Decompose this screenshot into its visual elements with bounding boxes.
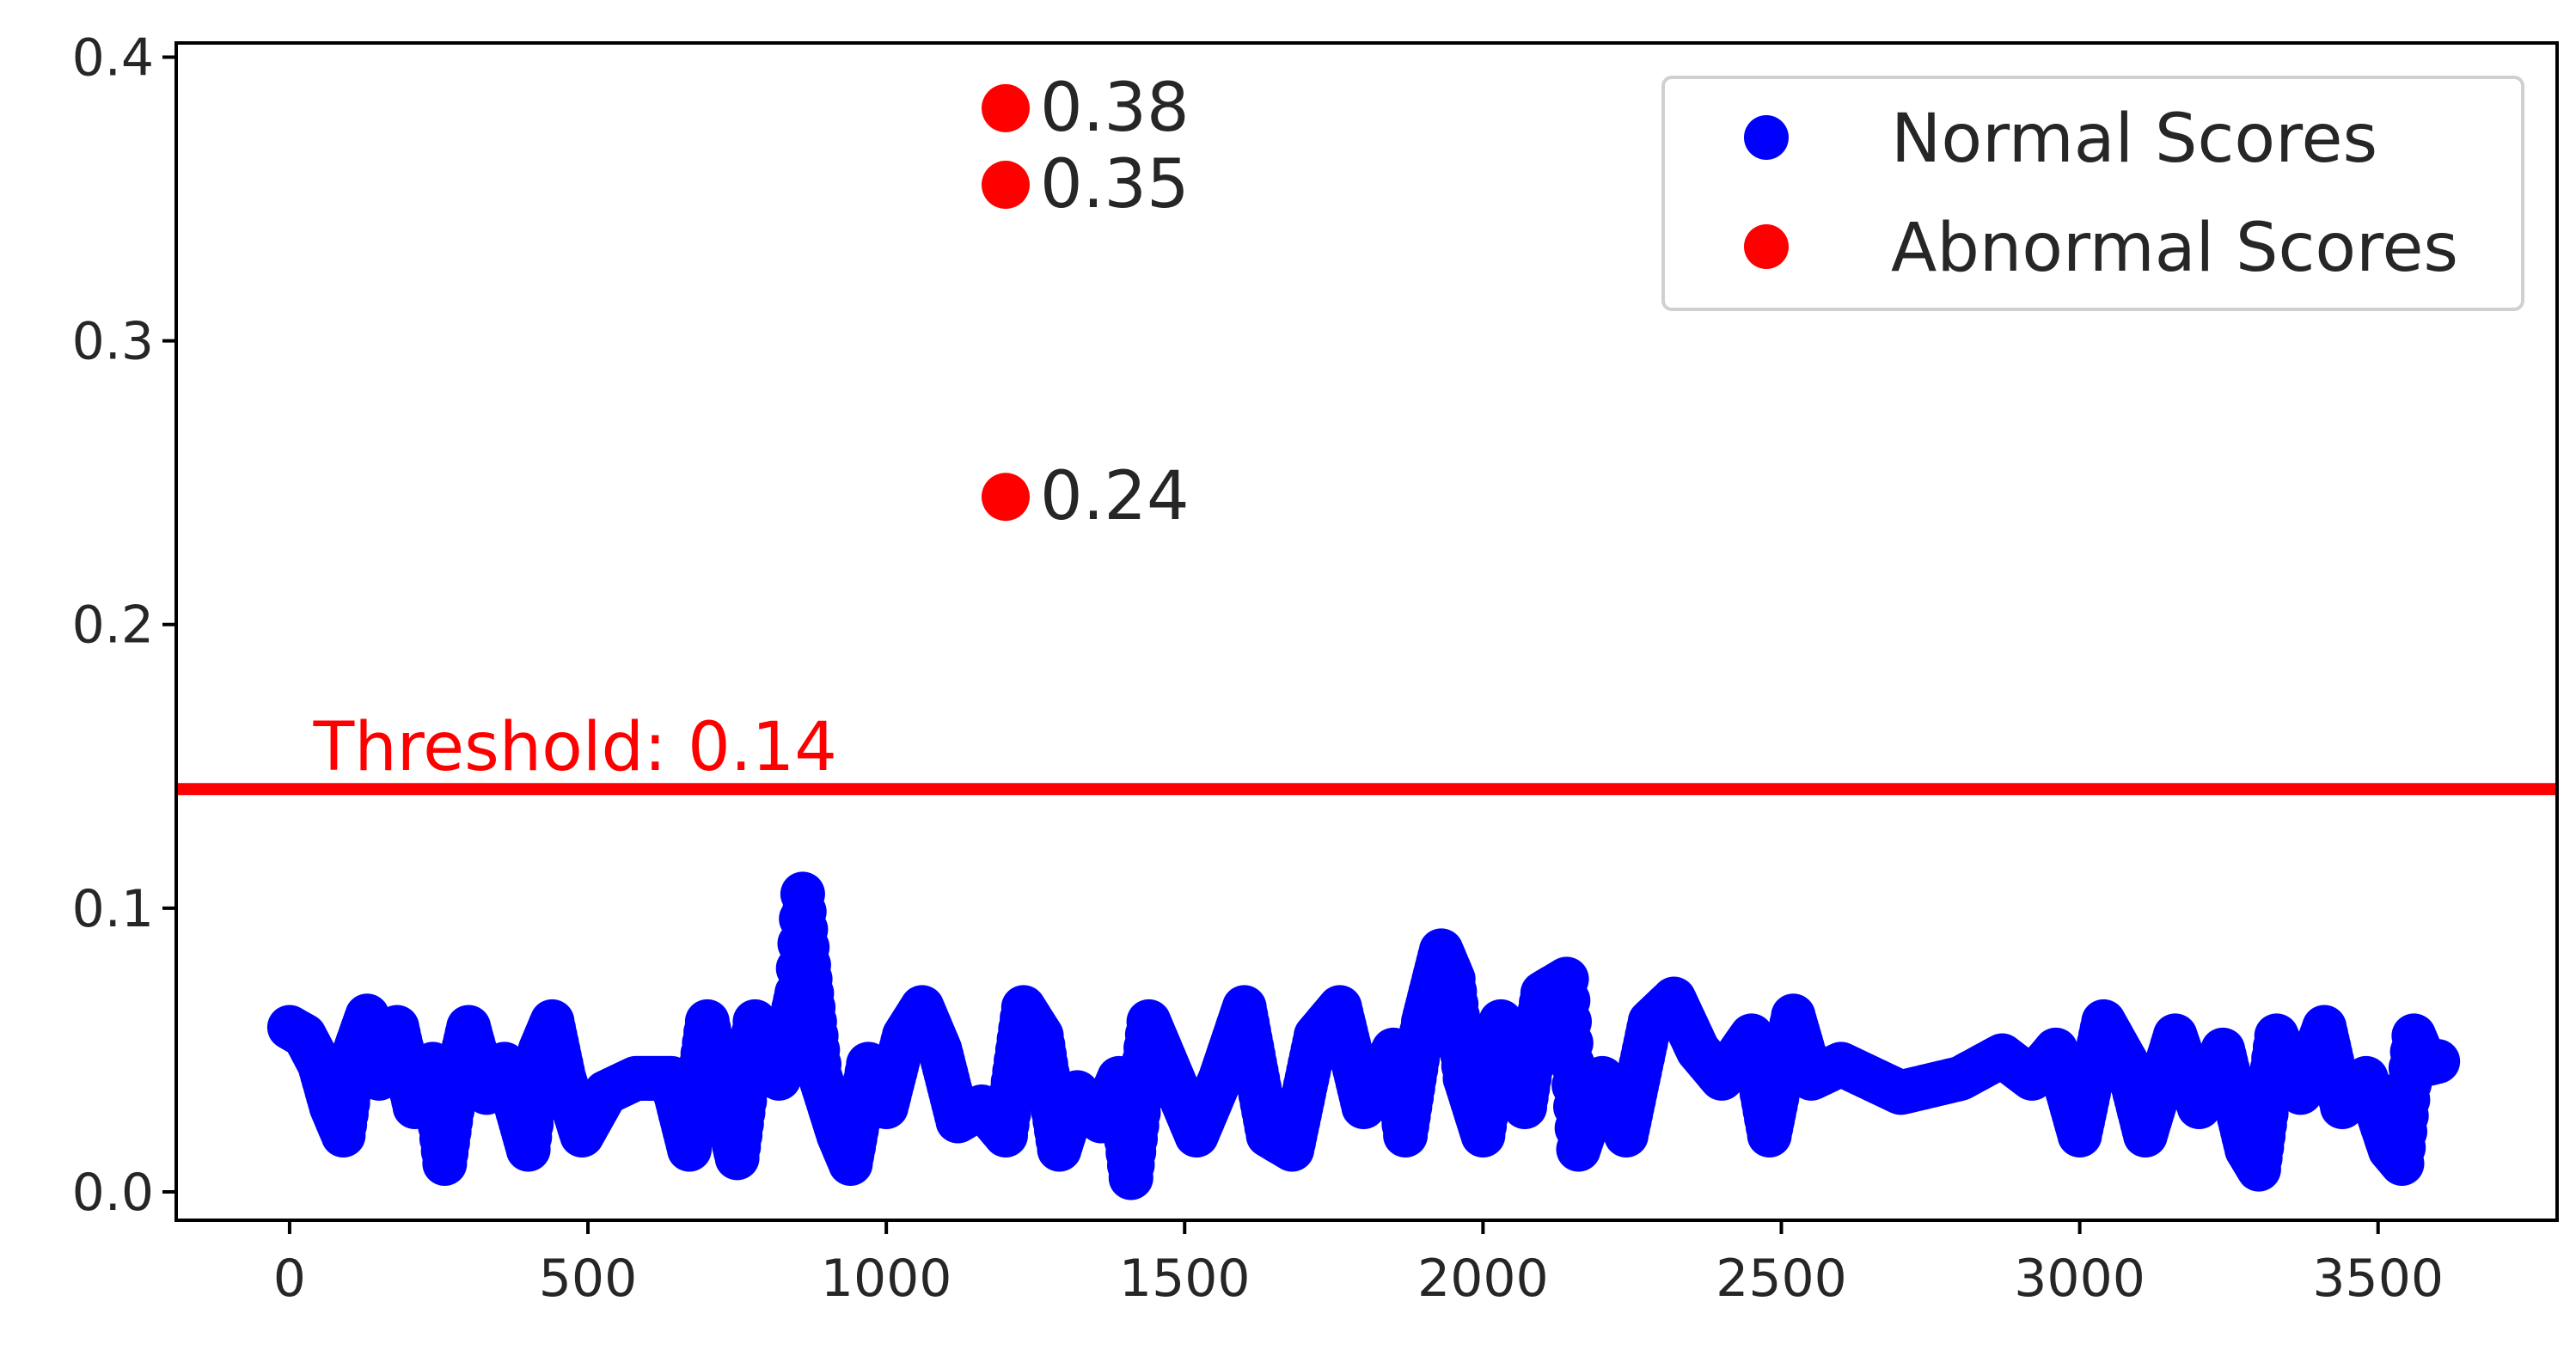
legend: Normal Scores Abnormal Scores [1661, 76, 2524, 311]
y-tick-label: 0.0 [72, 1163, 154, 1223]
abnormal-scores-layer: 0.380.35 0.24 [981, 70, 1190, 535]
legend-marker-abnormal [1744, 224, 1789, 269]
abnormal-score-point [981, 473, 1030, 522]
y-tick-label: 0.4 [72, 28, 154, 89]
y-tick-label: 0.2 [72, 596, 154, 656]
normal-score-point [2415, 1039, 2461, 1084]
abnormal-score-label: 0.38 [1040, 70, 1190, 147]
legend-box [1661, 76, 2524, 311]
threshold-label: Threshold: 0.14 [313, 709, 837, 786]
x-tick-label: 500 [539, 1249, 638, 1309]
threshold-layer: Threshold: 0.14 [176, 709, 2557, 796]
abnormal-score-label: 0.24 [1040, 458, 1190, 535]
x-tick-label: 3000 [2014, 1249, 2145, 1309]
abnormal-score-label: 0.35 [1040, 146, 1190, 223]
x-tick-label: 1500 [1119, 1249, 1251, 1309]
abnormal-score-point [981, 83, 1030, 132]
x-tick-label: 3500 [2312, 1249, 2444, 1309]
abnormal-score-point [981, 161, 1030, 210]
x-tick-label: 1000 [821, 1249, 952, 1309]
x-tick-label: 0 [273, 1249, 306, 1309]
y-axis-ticks: 0.0 0.1 0.2 0.3 0.4 [72, 28, 176, 1223]
legend-label-normal: Normal Scores [1891, 101, 2377, 178]
normal-scores-layer [266, 871, 2461, 1200]
x-tick-label: 2000 [1417, 1249, 1549, 1309]
x-tick-label: 2500 [1716, 1249, 1847, 1309]
axes-frame [174, 41, 2559, 1222]
y-tick-label: 0.3 [72, 312, 154, 372]
y-tick-label: 0.1 [72, 879, 154, 939]
x-axis-ticks: 0 500 1000 1500 2000 2500 3000 3500 [273, 1220, 2444, 1309]
legend-label-abnormal: Abnormal Scores [1891, 210, 2458, 287]
legend-marker-normal [1744, 115, 1789, 160]
